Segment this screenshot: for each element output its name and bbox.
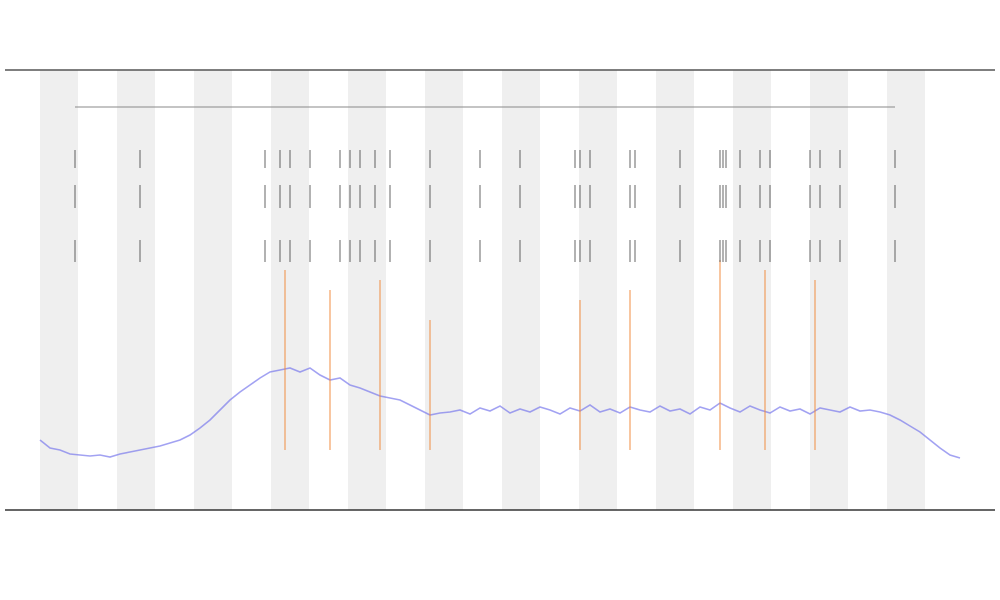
shade-band <box>425 70 463 510</box>
background-bands <box>40 70 925 510</box>
shade-band <box>579 70 617 510</box>
signal-line <box>39 367 961 459</box>
shade-band <box>271 70 309 510</box>
shade-band <box>194 70 232 510</box>
shade-band <box>40 70 78 510</box>
shade-band <box>810 70 848 510</box>
shade-band <box>502 70 540 510</box>
shade-band <box>887 70 925 510</box>
shade-band <box>117 70 155 510</box>
shade-band <box>656 70 694 510</box>
